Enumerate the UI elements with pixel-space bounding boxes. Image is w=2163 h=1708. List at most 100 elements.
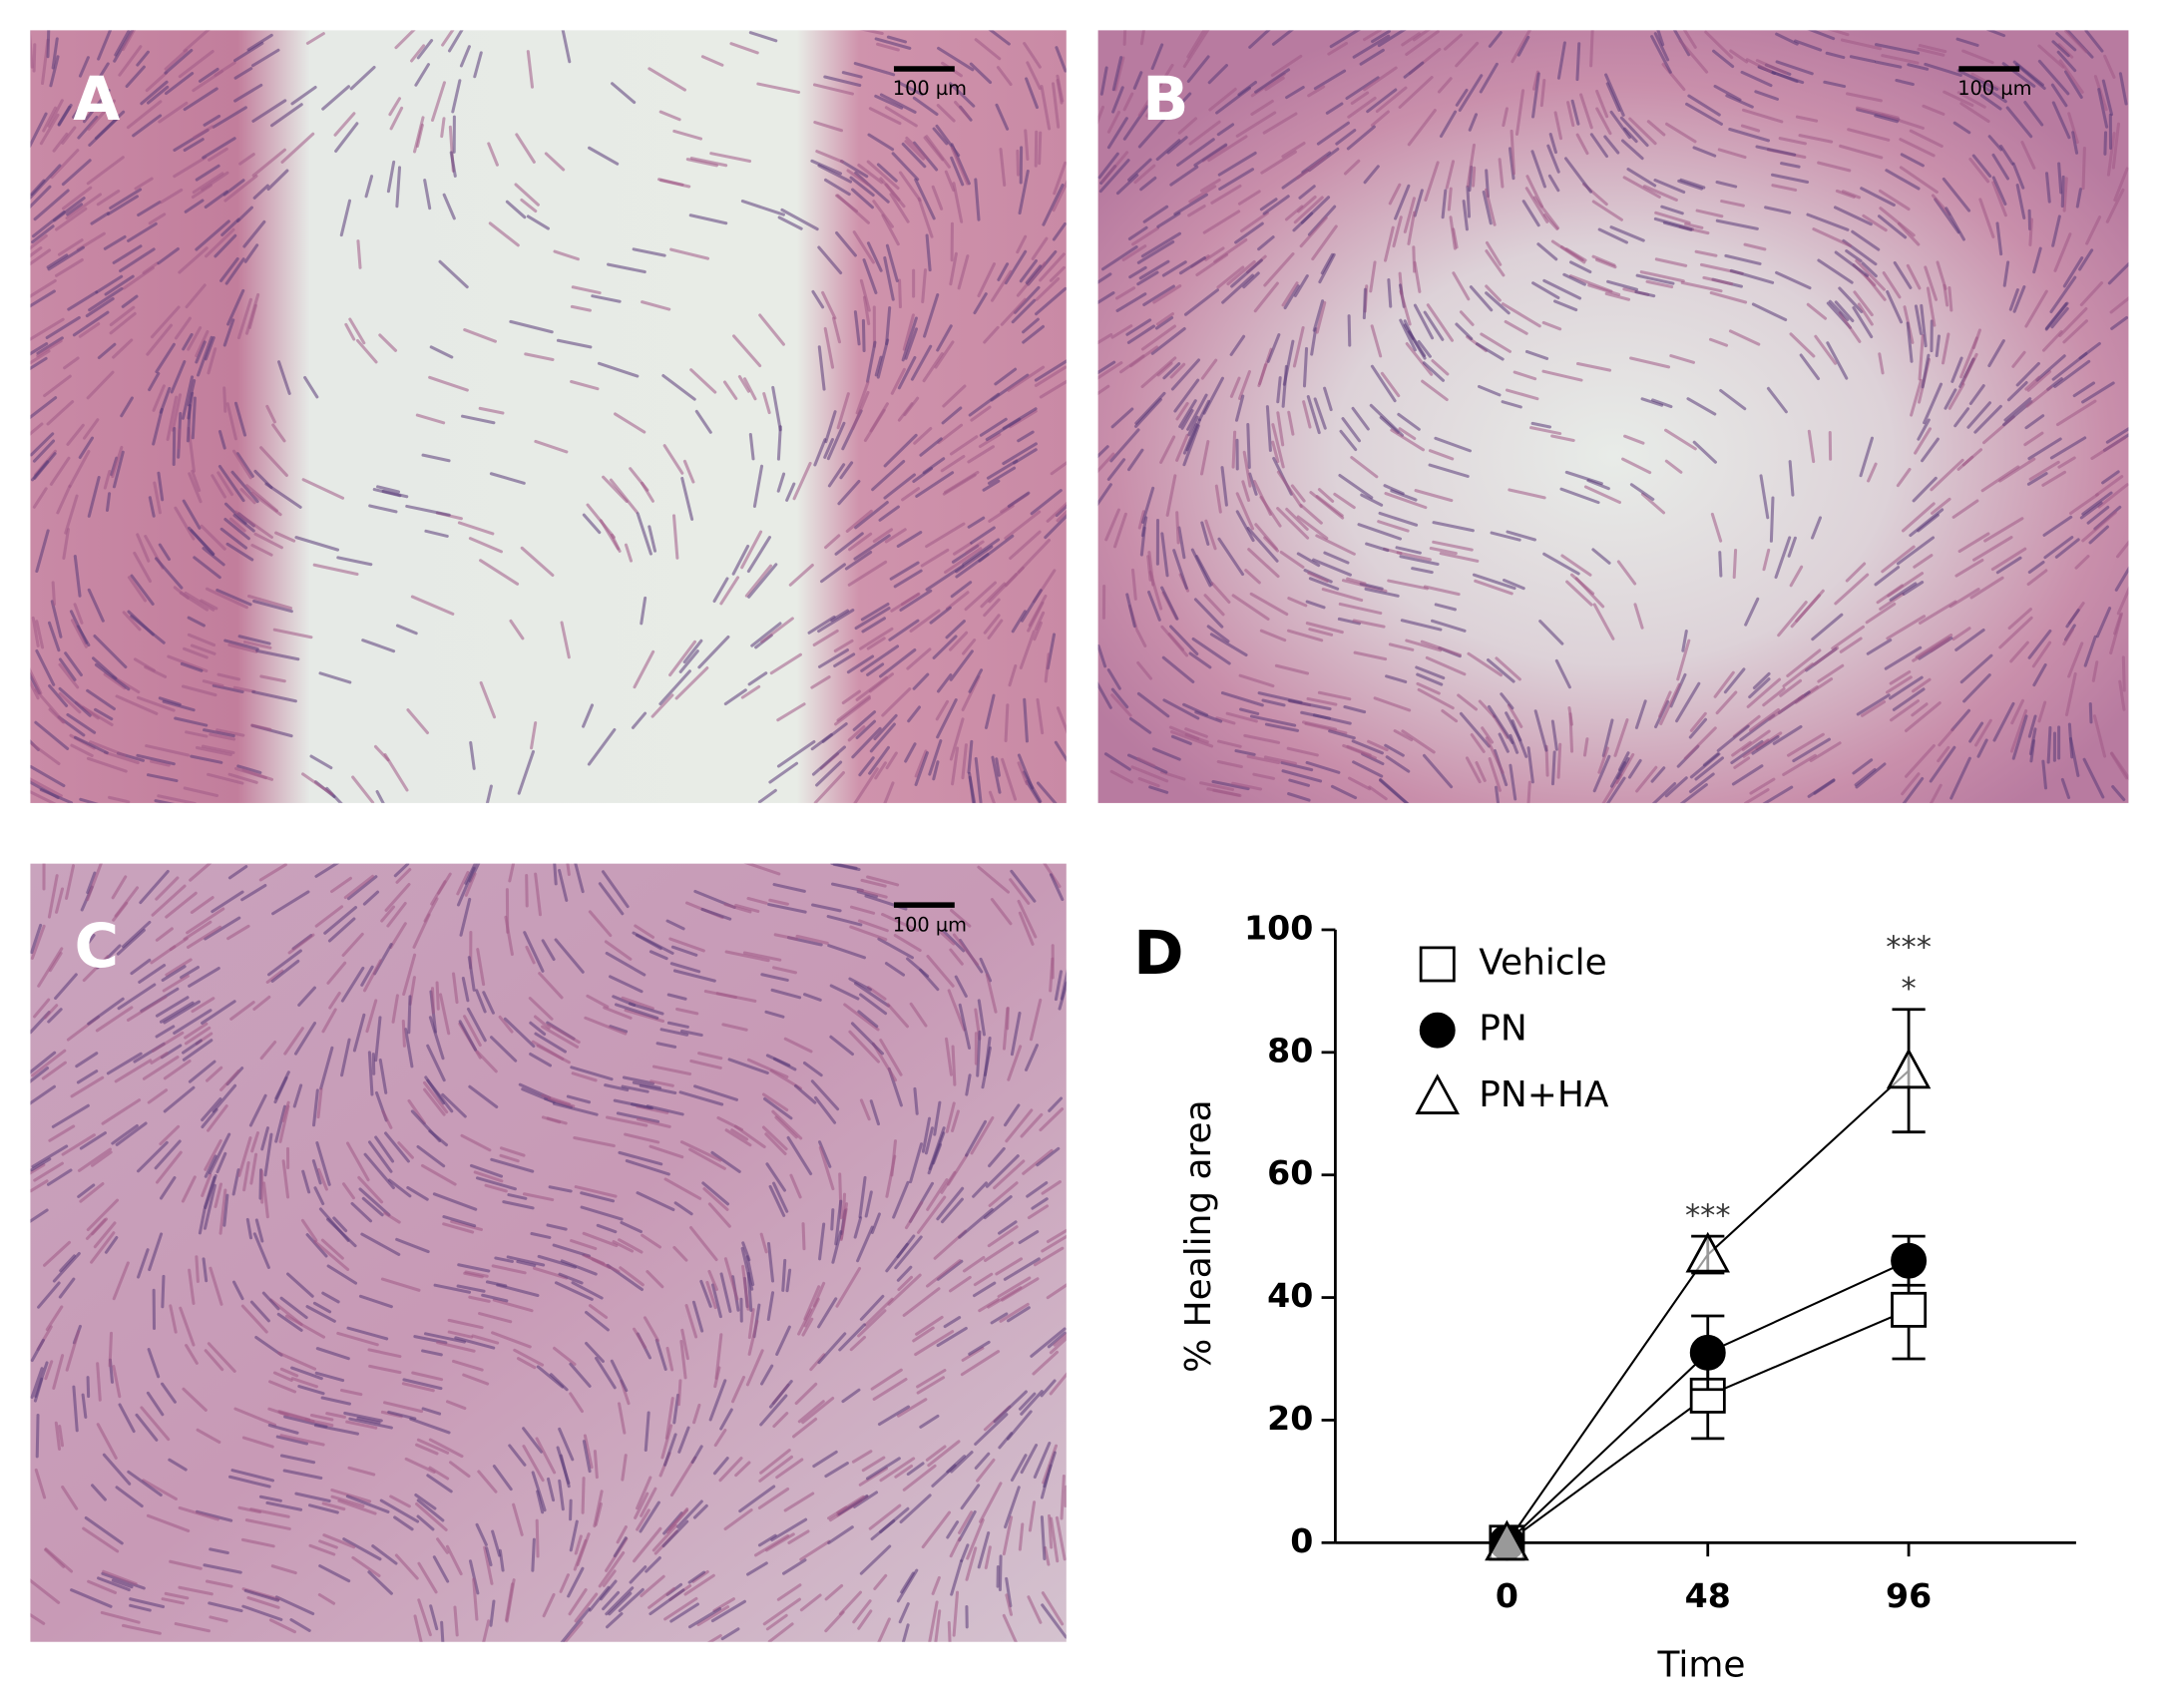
cell [416, 1144, 446, 1168]
cell [925, 1445, 947, 1462]
cell [1041, 1603, 1067, 1639]
cell [274, 1595, 315, 1616]
cell [1702, 752, 1720, 767]
cell [2064, 30, 2088, 54]
cell [207, 347, 217, 375]
cell [2121, 655, 2126, 692]
cell [772, 883, 806, 893]
cell [847, 725, 866, 742]
cell [862, 295, 871, 326]
cell [441, 1092, 467, 1118]
cell [393, 863, 410, 878]
cell [640, 1574, 665, 1597]
cell [1210, 582, 1231, 604]
cell [406, 1185, 429, 1201]
cell [154, 1139, 182, 1170]
cell [524, 352, 555, 361]
cell [1388, 183, 1402, 206]
cell [1299, 503, 1323, 525]
cell [785, 482, 796, 502]
cell [1026, 61, 1042, 91]
cell [648, 67, 686, 92]
cell [558, 1427, 575, 1462]
cell [909, 609, 941, 633]
cell [50, 600, 63, 639]
cell [954, 975, 968, 998]
cell [265, 969, 284, 984]
cell [146, 323, 174, 356]
cell [915, 471, 955, 498]
cell [758, 313, 785, 346]
cell [1058, 981, 1067, 1011]
cell [1018, 169, 1030, 215]
cell [567, 1566, 585, 1598]
cell [962, 538, 1001, 566]
cell [1947, 382, 1965, 410]
cell [799, 1593, 822, 1612]
cell [1030, 489, 1063, 516]
cell [147, 1348, 161, 1379]
cell [1150, 43, 1164, 71]
cell [1286, 746, 1319, 757]
cell [951, 1045, 957, 1086]
cell [146, 1391, 165, 1417]
cell [513, 1348, 545, 1367]
cell [762, 1597, 801, 1626]
cell [813, 438, 827, 467]
cell [384, 1131, 410, 1163]
cell [2118, 72, 2128, 106]
cell [1485, 240, 1503, 266]
cell [1005, 1576, 1013, 1608]
cell [820, 563, 846, 584]
cell [1788, 460, 1795, 497]
cell [52, 132, 69, 153]
cell [311, 1159, 322, 1185]
cell [904, 742, 917, 763]
cell [986, 459, 1019, 480]
cell [993, 1390, 1028, 1424]
cell [699, 1279, 712, 1308]
cell [944, 547, 983, 575]
cell [57, 104, 73, 127]
cell [1622, 127, 1638, 144]
cell [1633, 603, 1644, 630]
cell [1881, 54, 1920, 65]
cell [161, 1382, 177, 1404]
cell [1193, 598, 1224, 629]
cell [414, 63, 430, 87]
cell [45, 315, 81, 339]
cell [387, 1410, 417, 1421]
cell [1238, 369, 1251, 400]
cell [1511, 30, 1531, 64]
cell [921, 1510, 952, 1549]
cell [300, 1218, 318, 1242]
cell [209, 1615, 228, 1623]
cell [942, 384, 967, 408]
cell [1591, 200, 1623, 221]
cell [301, 1169, 311, 1194]
cell [1160, 532, 1169, 578]
cell [2064, 70, 2083, 99]
cell [731, 1375, 746, 1404]
cell [274, 1070, 290, 1100]
cell [1226, 259, 1256, 286]
cell [838, 1323, 866, 1352]
cell [1047, 1331, 1067, 1349]
cell [1342, 743, 1377, 760]
cell [231, 449, 252, 480]
cell [79, 1182, 105, 1203]
cell [1531, 72, 1540, 119]
cell [1494, 785, 1501, 803]
cell [416, 1438, 450, 1455]
cell [773, 933, 799, 941]
cell [508, 863, 516, 883]
cell [614, 412, 647, 434]
cell [533, 1015, 551, 1030]
cell [360, 1232, 401, 1256]
cell [108, 795, 131, 803]
cell [290, 1366, 323, 1381]
cell [2049, 436, 2087, 460]
cell [534, 1032, 567, 1054]
cell [1740, 70, 1773, 88]
